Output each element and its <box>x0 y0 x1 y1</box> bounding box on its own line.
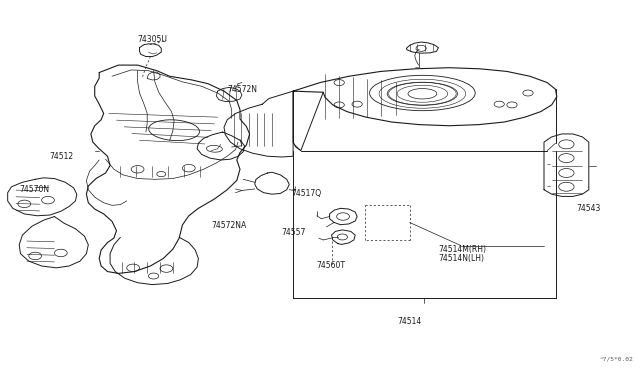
Text: 74517Q: 74517Q <box>291 189 321 198</box>
Text: 74557: 74557 <box>282 228 306 237</box>
Text: 74572N: 74572N <box>227 85 257 94</box>
Text: 74560T: 74560T <box>317 262 346 270</box>
Text: ^7/5*0.02: ^7/5*0.02 <box>600 357 634 362</box>
Text: 74514N(LH): 74514N(LH) <box>438 254 484 263</box>
Text: 74512: 74512 <box>49 152 74 161</box>
Text: 74514M(RH): 74514M(RH) <box>438 245 486 254</box>
Text: 74305U: 74305U <box>138 35 168 44</box>
Text: 74572NA: 74572NA <box>211 221 246 230</box>
Text: 74514: 74514 <box>397 317 422 326</box>
Text: 74543: 74543 <box>576 204 600 213</box>
Text: 74570N: 74570N <box>19 185 49 194</box>
